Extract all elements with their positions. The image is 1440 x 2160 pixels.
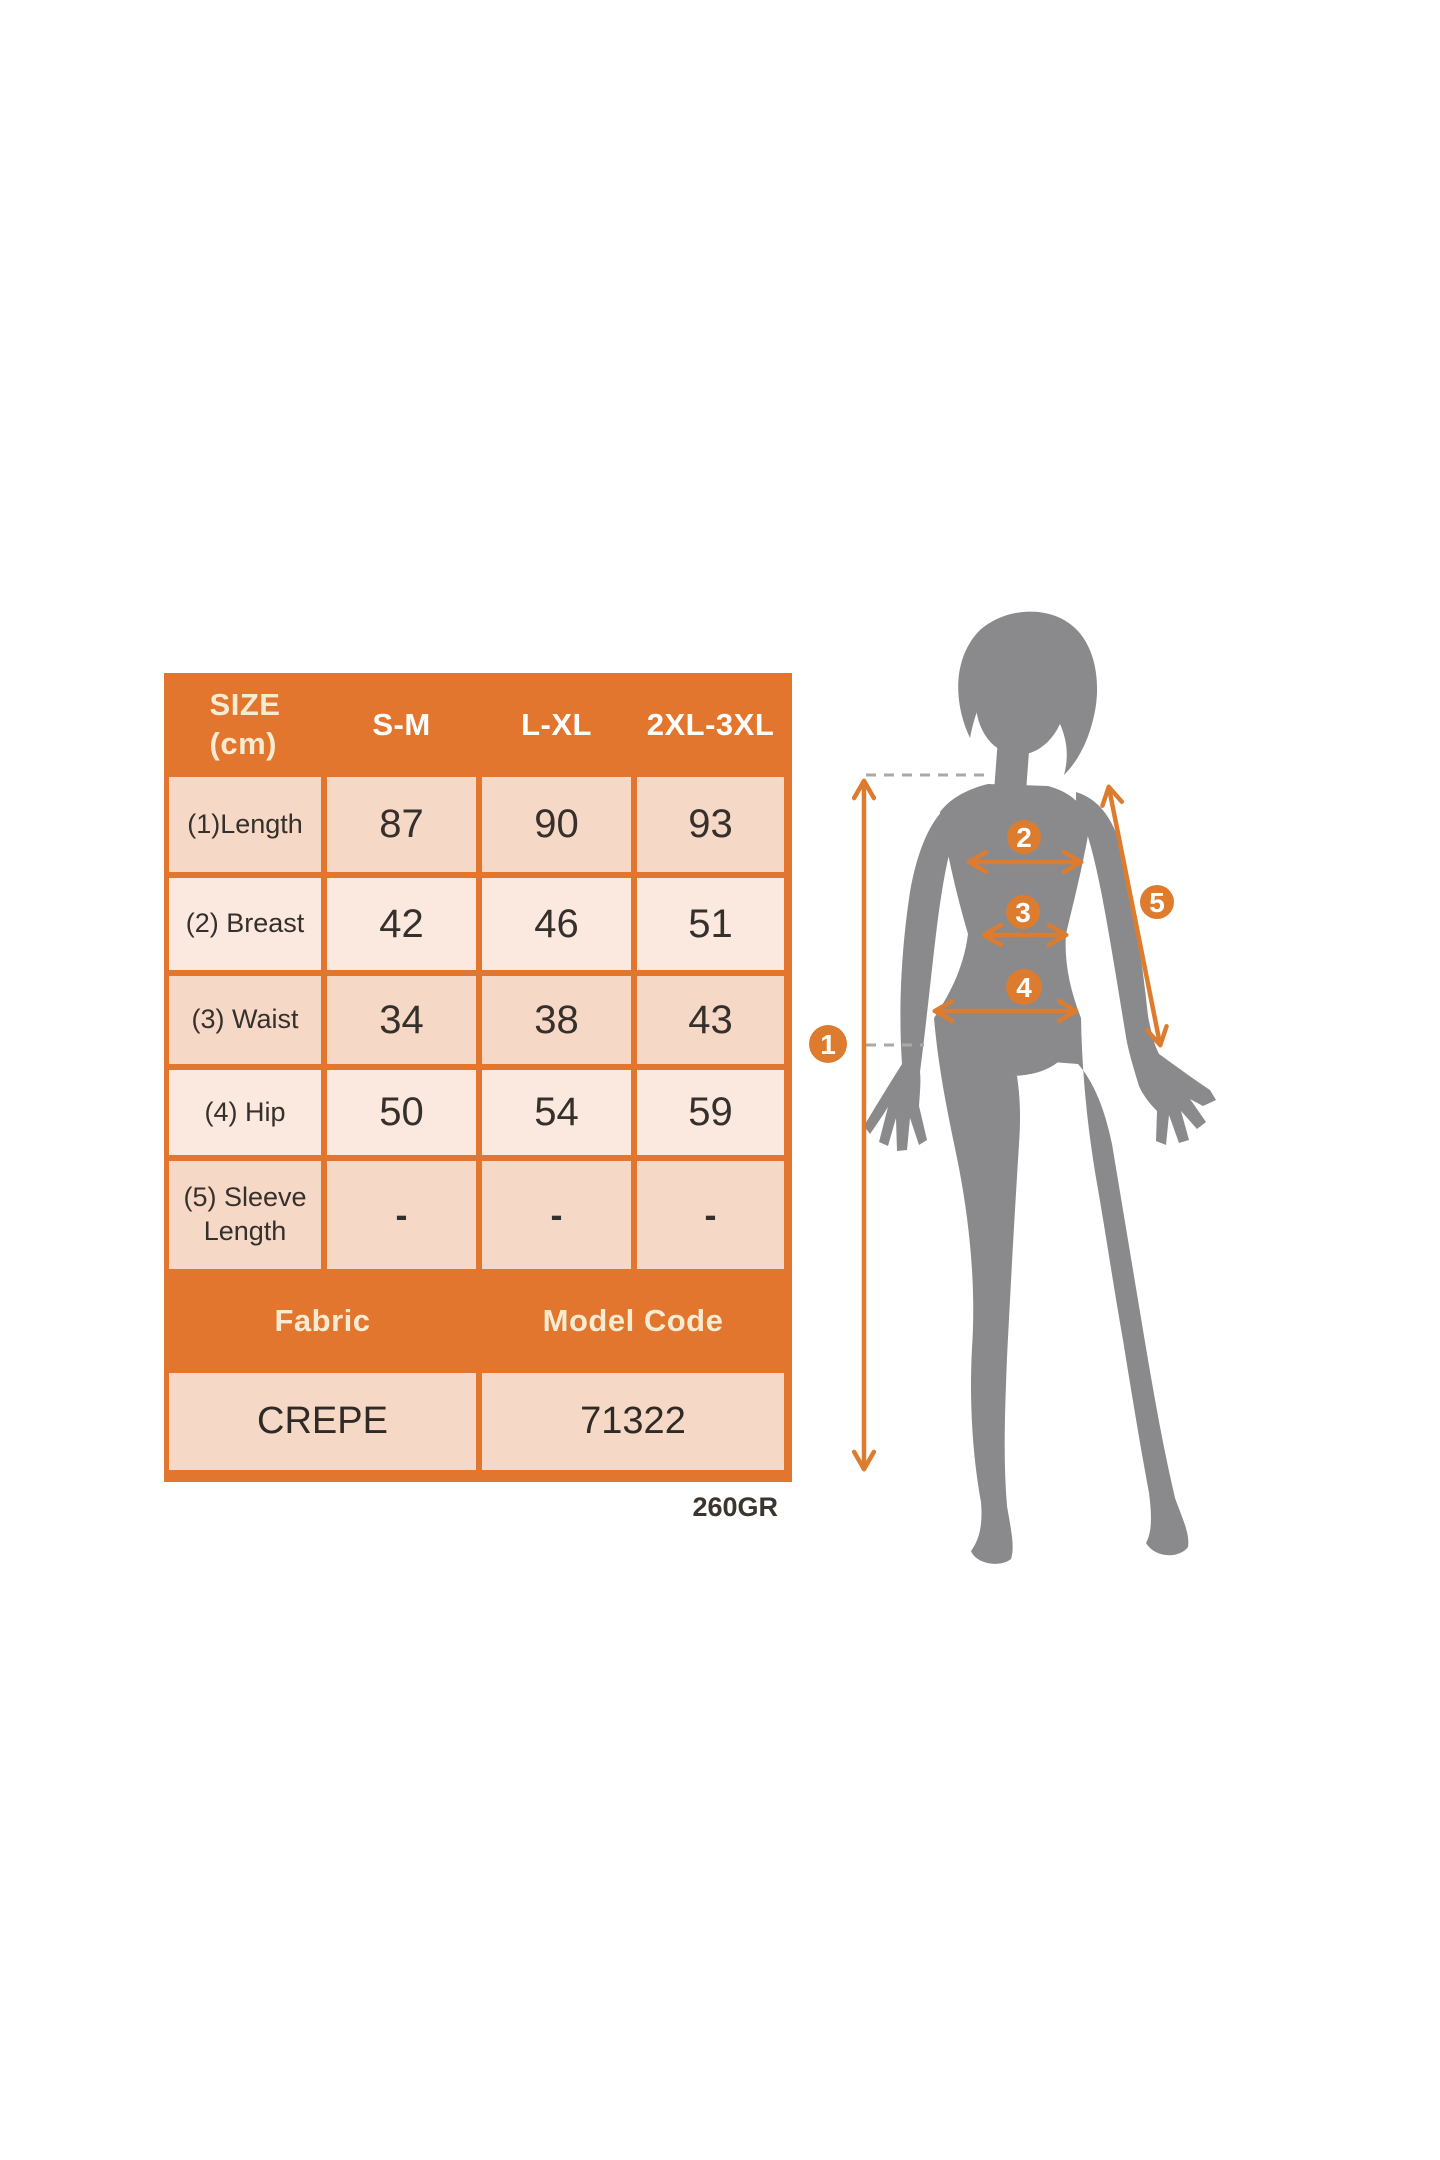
hair-shape (958, 611, 1098, 775)
table-header-2xl-3xl: 2XL-3XL (646, 706, 775, 742)
table-header-s-m: S-M (372, 706, 431, 742)
neck-shape (994, 738, 1030, 792)
row-hip-label: (4) Hip (169, 1070, 321, 1155)
marker-1-number: 1 (820, 1029, 836, 1060)
marker-3-circle (1006, 895, 1040, 929)
row-length-value-2xl3xl: 93 (637, 777, 784, 872)
head-shape (975, 641, 1067, 755)
row-waist-value-lxl: 38 (482, 976, 631, 1064)
marker-3-number: 3 (1015, 897, 1031, 928)
table-header-l-xl: L-XL (521, 706, 592, 742)
row-waist-value-sm: 34 (327, 976, 476, 1064)
marker-5-circle (1140, 885, 1174, 919)
body-silhouette (864, 611, 1216, 1564)
row-sleeve-value-2xl3xl: - (637, 1161, 784, 1269)
model-code-header: Model Code (542, 1303, 724, 1338)
row-hip-value-2xl3xl: 59 (637, 1070, 784, 1155)
row-breast-value-2xl3xl: 51 (637, 878, 784, 970)
marker-2-number: 2 (1016, 822, 1032, 853)
model-code-value: 71322 (482, 1373, 784, 1470)
size-table: SIZE (cm) S-M L-XL 2XL-3XL (1)Length 87 … (164, 673, 792, 1482)
row-waist-label: (3) Waist (169, 976, 321, 1064)
measurement-figure: 1 2 3 4 5 (809, 611, 1216, 1564)
measurement-markers: 1 2 3 4 5 (809, 820, 1174, 1063)
row-breast-label: (2) Breast (169, 878, 321, 970)
sleeve-arrow (1100, 784, 1169, 1048)
row-sleeve-value-lxl: - (482, 1161, 631, 1269)
row-sleeve-label: (5) Sleeve Length (169, 1161, 321, 1269)
left-leg-shape (934, 1018, 1021, 1564)
weight-note: 260GR (692, 1492, 778, 1522)
row-hip-value-sm: 50 (327, 1070, 476, 1155)
right-leg-shape (1026, 1018, 1189, 1556)
table-header-size-cm: SIZE (cm) (169, 678, 321, 771)
table-header-size-cm-label: SIZE (cm) (209, 686, 281, 761)
row-breast-value-lxl: 46 (482, 878, 631, 970)
row-sleeve-value-sm: - (327, 1161, 476, 1269)
row-length-value-lxl: 90 (482, 777, 631, 872)
marker-4-circle (1006, 969, 1042, 1005)
marker-2-circle (1007, 820, 1041, 854)
marker-5-number: 5 (1149, 887, 1165, 918)
row-breast-value-sm: 42 (327, 878, 476, 970)
measurement-arrows (851, 778, 1169, 1472)
row-length-label: (1)Length (169, 777, 321, 872)
fabric-header: Fabric (274, 1303, 371, 1338)
row-length-value-sm: 87 (327, 777, 476, 872)
left-arm-shape (864, 798, 962, 1151)
fabric-value: CREPE (169, 1373, 476, 1470)
row-waist-value-2xl3xl: 43 (637, 976, 784, 1064)
row-hip-value-lxl: 54 (482, 1070, 631, 1155)
marker-1-circle (809, 1025, 847, 1063)
marker-4-number: 4 (1016, 972, 1032, 1003)
